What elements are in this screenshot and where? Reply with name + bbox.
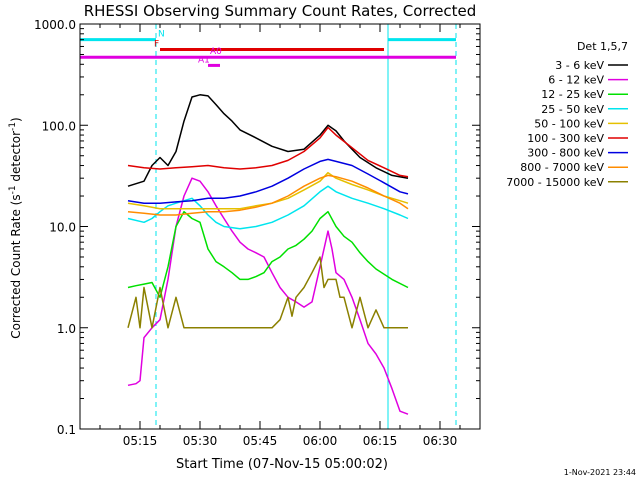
legend-label-4: 50 - 100 keV <box>534 117 604 130</box>
timestamp: 1-Nov-2021 23:44 <box>564 468 636 477</box>
series-line-8 <box>127 256 408 329</box>
y-tick-label: 10.0 <box>49 221 76 235</box>
y-axis-label-part2: detector <box>9 131 23 186</box>
y-axis-label: Corrected Count Rate (s-1 detector-1) <box>8 117 23 338</box>
series-line-6 <box>127 158 409 204</box>
x-tick-label: 05:15 <box>123 434 158 448</box>
legend-label-0: 3 - 6 keV <box>555 59 604 72</box>
series-line-4 <box>127 171 409 210</box>
plot-frame <box>79 23 481 430</box>
flag-n-label: N <box>158 30 165 40</box>
legend-label-7: 800 - 7000 keV <box>520 161 604 174</box>
y-axis-label-part1: Corrected Count Rate (s <box>9 194 23 338</box>
legend-label-1: 6 - 12 keV <box>548 74 604 87</box>
y-axis-label-sup2: -1 <box>8 122 18 131</box>
x-tick-label: 06:15 <box>363 434 398 448</box>
series-line-1 <box>127 177 409 415</box>
legend-title: Det 1,5,7 <box>577 40 628 53</box>
y-tick-label: 1.0 <box>57 322 76 336</box>
legend-label-8: 7000 - 15000 keV <box>506 176 604 189</box>
y-tick-label: 0.1 <box>57 423 76 437</box>
x-tick-label: 06:30 <box>423 434 458 448</box>
y-tick-label: 100.0 <box>42 119 76 133</box>
y-axis-label-part3: ) <box>9 117 23 122</box>
chart-title: RHESSI Observing Summary Count Rates, Co… <box>84 2 477 20</box>
legend-label-6: 300 - 800 keV <box>527 147 604 160</box>
flag-a0-label: A0 <box>210 47 222 57</box>
legend-label-5: 100 - 300 keV <box>527 132 604 145</box>
x-axis-label: Start Time (07-Nov-15 05:00:02) <box>176 457 388 472</box>
series-line-7 <box>127 174 409 216</box>
series-line-2 <box>127 210 409 299</box>
legend-label-2: 12 - 25 keV <box>541 88 604 101</box>
y-tick-label: 1000.0 <box>34 18 76 32</box>
y-axis-ticks: 0.1 1.0 10.0 100.0 1000.0 <box>34 18 480 437</box>
series-line-3 <box>127 185 409 230</box>
y-axis-label-sup1: -1 <box>8 185 18 194</box>
flag-a1-label: A1 <box>198 55 210 65</box>
legend-label-3: 25 - 50 keV <box>541 103 604 116</box>
series-lines <box>127 94 409 415</box>
flag-f-label: F <box>154 39 159 49</box>
x-tick-label: 06:00 <box>303 434 338 448</box>
x-tick-label: 05:45 <box>243 434 278 448</box>
attenuator-boundary-lines <box>79 24 457 429</box>
series-line-5 <box>127 126 409 178</box>
x-axis-ticks: 05:15 05:30 05:45 06:00 06:15 06:30 <box>99 24 461 448</box>
x-tick-label: 05:30 <box>183 434 218 448</box>
